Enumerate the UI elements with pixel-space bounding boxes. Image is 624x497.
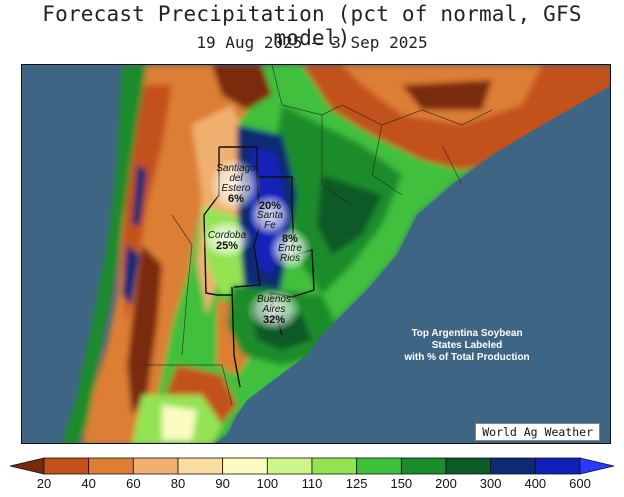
note-line: States Labeled	[431, 340, 503, 351]
state-name: Santiago	[216, 163, 256, 174]
scale-tick-label: 90	[215, 476, 230, 491]
scale-tick-label: 40	[81, 476, 96, 491]
scale-tick-label: 150	[390, 476, 413, 491]
state-name: Fe	[264, 220, 276, 231]
state-label-buenos-aires: Buenos Aires 32%	[248, 294, 300, 326]
credit-label: World Ag Weather	[475, 423, 600, 441]
state-name: Estero	[221, 183, 251, 194]
state-value: 8%	[282, 233, 298, 245]
state-label-entre-rios: 8% Entre Rios	[270, 234, 310, 264]
scale-tick-label: 400	[524, 476, 547, 491]
state-name: Entre	[278, 243, 302, 254]
state-name: Rios	[279, 253, 300, 264]
scale-swatch	[132, 457, 179, 475]
scale-swatch	[400, 457, 447, 475]
date-range: 19 Aug 2025 — 3 Sep 2025	[196, 33, 428, 52]
scale-swatch	[88, 457, 134, 475]
state-label-santiago-del-estero: Santiago del Estero 6%	[214, 163, 258, 205]
scale-tick-label: 110	[301, 476, 323, 491]
scale-tick-label: 100	[256, 476, 279, 491]
scale-swatch	[222, 457, 268, 475]
scale-tick-label: 125	[345, 476, 368, 491]
state-name: del	[229, 173, 243, 184]
map-canvas	[22, 65, 610, 443]
scale-swatch	[534, 457, 581, 475]
state-label-santa-fe: 20% Santa Fe	[248, 201, 292, 231]
scale-swatch	[445, 457, 492, 475]
state-name: Buenos	[257, 294, 291, 305]
state-name: Aires	[262, 304, 286, 315]
note-line: with % of Total Production	[404, 352, 530, 363]
state-name: Santa	[256, 210, 284, 221]
state-value: 20%	[258, 200, 282, 212]
state-name: Cordoba	[207, 230, 247, 241]
scale-tick-label: 600	[569, 476, 591, 491]
scale-tick-label: 20	[36, 476, 52, 491]
scale-arrow-high	[579, 457, 614, 475]
scale-swatch	[311, 457, 358, 475]
scale-tick-label: 300	[479, 476, 502, 491]
state-value: 25%	[215, 240, 239, 252]
scale-tick-label: 60	[126, 476, 141, 491]
color-scale-ticks: 20 40 60 80 90 100 110 125 150 200 300 400 600	[0, 476, 624, 494]
note-line: Top Argentina Soybean	[411, 328, 523, 339]
scale-tick-label: 80	[170, 476, 186, 491]
map-title: Forecast Precipitation (pct of normal, G…	[42, 2, 582, 50]
scale-swatch	[356, 457, 402, 475]
state-value: 32%	[262, 314, 286, 326]
state-label-cordoba: Cordoba 25%	[202, 230, 252, 252]
color-scale-bar	[10, 457, 614, 475]
legend-note: Top Argentina Soybean States Labeled wit…	[372, 328, 562, 364]
scale-tick-label: 200	[435, 476, 457, 491]
scale-swatch	[177, 457, 224, 475]
state-value: 6%	[228, 193, 244, 205]
precipitation-map: Santiago del Estero 6% 20% Santa Fe Cord…	[21, 64, 611, 444]
scale-swatch	[266, 457, 313, 475]
scale-arrow-low	[10, 457, 45, 475]
scale-swatch	[490, 457, 536, 475]
scale-swatch	[43, 457, 90, 475]
